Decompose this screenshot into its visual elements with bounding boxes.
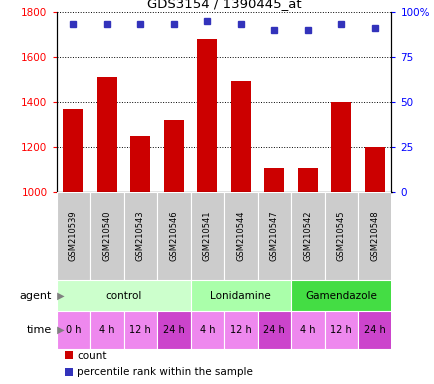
Bar (290, 280, 391, 311)
Bar (357, 192, 391, 280)
Bar (163, 120, 184, 192)
Text: GSM210547: GSM210547 (269, 211, 278, 262)
Bar (190, 280, 290, 311)
Text: 24 h: 24 h (162, 325, 184, 335)
Text: 24 h: 24 h (263, 325, 285, 335)
Bar (90, 192, 123, 280)
Text: 12 h: 12 h (230, 325, 251, 335)
Bar (297, 168, 317, 192)
Text: 4 h: 4 h (99, 325, 114, 335)
Text: GSM210540: GSM210540 (102, 211, 111, 262)
Bar (157, 311, 190, 349)
Bar (56, 311, 90, 349)
Bar (357, 311, 391, 349)
Bar (290, 192, 324, 280)
Bar (330, 102, 351, 192)
Text: ▶: ▶ (54, 325, 65, 335)
Text: GSM210542: GSM210542 (302, 211, 312, 262)
Bar (123, 311, 157, 349)
Text: 4 h: 4 h (299, 325, 315, 335)
Text: GSM210543: GSM210543 (135, 211, 145, 262)
Text: 24 h: 24 h (363, 325, 385, 335)
Bar (130, 136, 150, 192)
Bar (157, 192, 190, 280)
Text: Gamendazole: Gamendazole (305, 291, 376, 301)
Text: 4 h: 4 h (199, 325, 214, 335)
Text: control: control (105, 291, 141, 301)
Bar (257, 192, 290, 280)
Text: 0 h: 0 h (66, 325, 81, 335)
Text: 12 h: 12 h (330, 325, 352, 335)
Bar (364, 147, 384, 192)
Text: GSM210545: GSM210545 (336, 211, 345, 262)
Bar (190, 311, 224, 349)
Bar (224, 311, 257, 349)
Bar (90, 311, 123, 349)
Bar (263, 168, 284, 192)
Text: GSM210548: GSM210548 (369, 211, 378, 262)
Bar (290, 311, 324, 349)
Text: percentile rank within the sample: percentile rank within the sample (77, 367, 253, 377)
Text: count: count (77, 351, 107, 361)
Text: agent: agent (20, 291, 52, 301)
Text: GSM210541: GSM210541 (202, 211, 211, 262)
Text: time: time (27, 325, 52, 335)
Text: ▶: ▶ (54, 291, 65, 301)
Text: Lonidamine: Lonidamine (210, 291, 270, 301)
Bar (190, 192, 224, 280)
Bar (324, 192, 357, 280)
Text: GSM210544: GSM210544 (236, 211, 245, 262)
Text: 12 h: 12 h (129, 325, 151, 335)
Bar (230, 81, 250, 192)
Bar (324, 311, 357, 349)
Bar (63, 109, 83, 192)
Bar (56, 280, 190, 311)
Bar (197, 39, 217, 192)
Bar (96, 77, 117, 192)
Text: GSM210546: GSM210546 (169, 211, 178, 262)
Bar (56, 192, 90, 280)
Text: GSM210539: GSM210539 (69, 211, 78, 262)
Bar (224, 192, 257, 280)
Title: GDS3154 / 1390445_at: GDS3154 / 1390445_at (146, 0, 301, 10)
Bar (257, 311, 290, 349)
Bar (123, 192, 157, 280)
